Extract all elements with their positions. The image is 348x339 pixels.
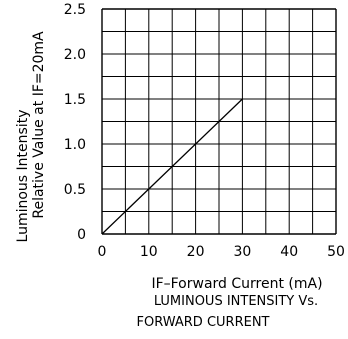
grid bbox=[101, 8, 337, 235]
y-tick-label: 1.5 bbox=[64, 92, 86, 108]
x-tick-label: 40 bbox=[280, 244, 298, 260]
x-axis-label: IF–Forward Current (mA) bbox=[151, 276, 322, 292]
series-layer bbox=[101, 98, 243, 235]
y-tick-label: 0 bbox=[77, 227, 86, 243]
caption-line-1: LUMINOUS INTENSITY Vs. bbox=[154, 294, 318, 309]
tick-labels: 0 10 20 30 40 50 0 0.5 1.0 1.5 2.0 2.5 bbox=[64, 2, 345, 260]
series-line bbox=[101, 98, 243, 235]
y-axis-label-line-2: Relative Value at IF=20mA bbox=[31, 31, 47, 219]
y-tick-label: 1.0 bbox=[64, 137, 86, 153]
y-tick-label: 0.5 bbox=[64, 182, 86, 198]
x-tick-label: 0 bbox=[98, 244, 107, 260]
y-tick-label: 2.5 bbox=[64, 2, 86, 18]
caption-line-2: FORWARD CURRENT bbox=[137, 315, 270, 330]
x-tick-label: 10 bbox=[140, 244, 158, 260]
y-tick-label: 2.0 bbox=[64, 47, 86, 63]
x-tick-label: 30 bbox=[233, 244, 251, 260]
x-tick-label: 50 bbox=[327, 244, 345, 260]
x-tick-label: 20 bbox=[187, 244, 205, 260]
y-axis-label-line-1: Luminous Intensity bbox=[15, 110, 31, 243]
